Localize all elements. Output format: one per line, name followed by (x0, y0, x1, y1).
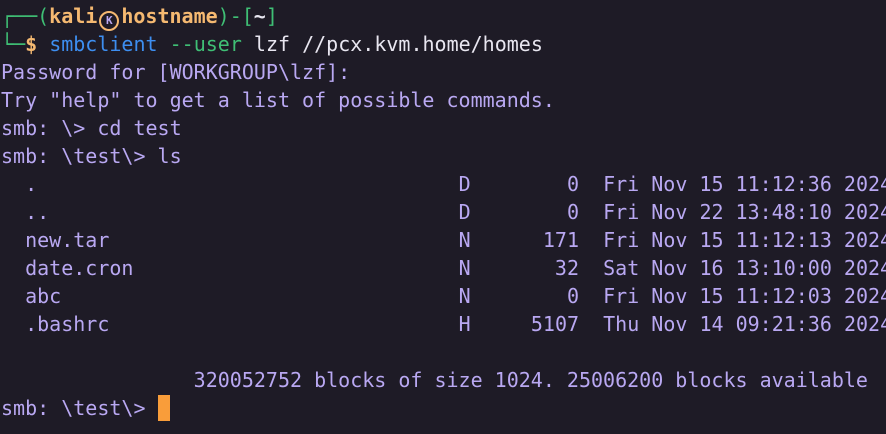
file-size: 0 (566, 200, 580, 224)
file-name: abc (25, 284, 62, 308)
listing-row: .bashrc H 5107 Thu Nov 14 09:21:36 2024 (1, 310, 886, 338)
file-attr: D (458, 172, 471, 196)
file-size: 0 (566, 284, 579, 308)
file-size: 171 (542, 228, 580, 252)
file-date: Fri Nov 22 13:48:10 2024 (603, 200, 886, 224)
listing-row: abc N 0 Fri Nov 15 11:12:03 2024 (1, 282, 886, 310)
final-prompt: smb: \test\> (1, 394, 886, 422)
command-option: --user (169, 32, 242, 56)
file-name: .. (25, 200, 50, 224)
prompt-user: kali (49, 4, 98, 28)
file-attr: N (458, 228, 471, 252)
file-name: . (25, 172, 38, 196)
listing-row: new.tar N 171 Fri Nov 15 11:12:13 2024 (1, 226, 886, 254)
file-name: date.cron (25, 256, 134, 280)
file-size: 5107 (530, 312, 580, 336)
output-line: smb: \test\> ls (1, 144, 182, 168)
output-line: Password for [WORKGROUP\lzf]: (1, 60, 351, 84)
listing-row: date.cron N 32 Sat Nov 16 13:10:00 2024 (1, 254, 886, 282)
file-date: Sat Nov 16 13:10:00 2024 (603, 256, 886, 280)
file-date: Fri Nov 15 11:12:03 2024 (603, 284, 886, 308)
file-date: Fri Nov 15 11:12:36 2024 (603, 172, 886, 196)
file-listing: . D 0 Fri Nov 15 11:12:36 2024 .. D 0 Fr… (1, 170, 886, 338)
file-size: 32 (554, 256, 580, 280)
cursor (157, 395, 170, 421)
file-date: Thu Nov 14 09:21:36 2024 (603, 312, 886, 336)
file-attr: N (458, 256, 471, 280)
output-line: Try "help" to get a list of possible com… (1, 88, 555, 112)
command-name: smbclient (49, 32, 158, 56)
output-line: smb: \> cd test (1, 116, 182, 140)
file-name: .bashrc (25, 312, 110, 336)
prompt-host: hostname (121, 4, 218, 28)
summary-text: 320052752 blocks of size 1024. 25006200 … (193, 368, 868, 392)
file-attr: N (458, 284, 471, 308)
file-attr: D (458, 200, 471, 224)
command-line: └─$ smbclient --user lzf //pcx.kvm.home/… (1, 32, 543, 56)
file-name: new.tar (25, 228, 110, 252)
file-attr: H (458, 312, 471, 336)
prompt-cwd: ~ (253, 4, 266, 28)
command-args: lzf //pcx.kvm.home/homes (253, 32, 543, 56)
listing-row: .. D 0 Fri Nov 22 13:48:10 2024 (1, 198, 886, 226)
kali-skull-icon: K (99, 11, 120, 31)
file-date: Fri Nov 15 11:12:13 2024 (603, 228, 886, 252)
prompt-text: smb: \test\> (1, 396, 158, 420)
listing-row: . D 0 Fri Nov 15 11:12:36 2024 (1, 170, 886, 198)
summary-line: 320052752 blocks of size 1024. 25006200 … (1, 366, 886, 394)
file-size: 0 (566, 172, 579, 196)
